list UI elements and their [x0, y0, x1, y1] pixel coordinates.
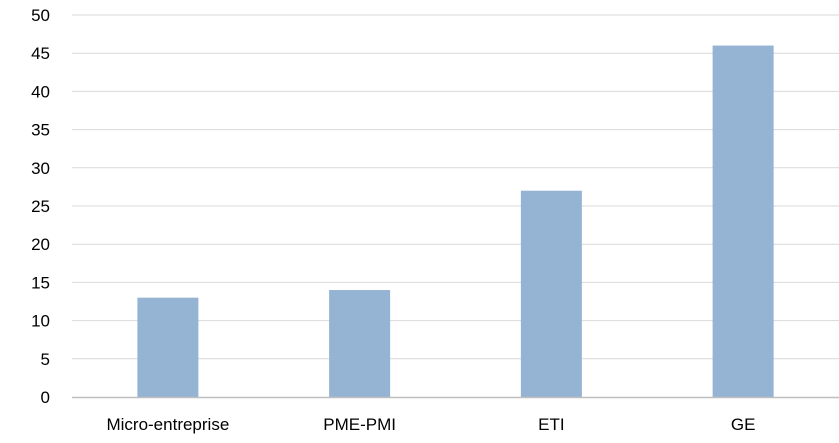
y-axis-tick-labels: 0 5 10 15 20 25 30 35 40 45 50	[31, 6, 50, 407]
bars	[137, 45, 774, 398]
y-tick-label: 25	[31, 197, 50, 216]
y-tick-label: 5	[41, 350, 50, 369]
y-tick-label: 50	[31, 6, 50, 25]
x-tick-label: GE	[731, 415, 756, 434]
y-tick-label: 30	[31, 159, 50, 178]
y-tick-label: 15	[31, 273, 50, 292]
y-tick-label: 35	[31, 121, 50, 140]
bar-eti	[520, 190, 582, 397]
y-tick-label: 45	[31, 44, 50, 63]
x-axis-tick-labels: Micro-entreprise PME-PMI ETI GE	[106, 415, 755, 434]
bar-pme-pmi	[329, 290, 391, 397]
gridlines	[72, 14, 839, 360]
y-tick-label: 0	[41, 388, 50, 407]
x-tick-label: PME-PMI	[323, 415, 396, 434]
bar-ge	[712, 45, 774, 398]
x-tick-label: ETI	[538, 415, 564, 434]
y-tick-label: 10	[31, 312, 50, 331]
y-tick-label: 20	[31, 235, 50, 254]
bar-micro-entreprise	[137, 297, 199, 397]
x-tick-label: Micro-entreprise	[106, 415, 229, 434]
y-tick-label: 40	[31, 82, 50, 101]
